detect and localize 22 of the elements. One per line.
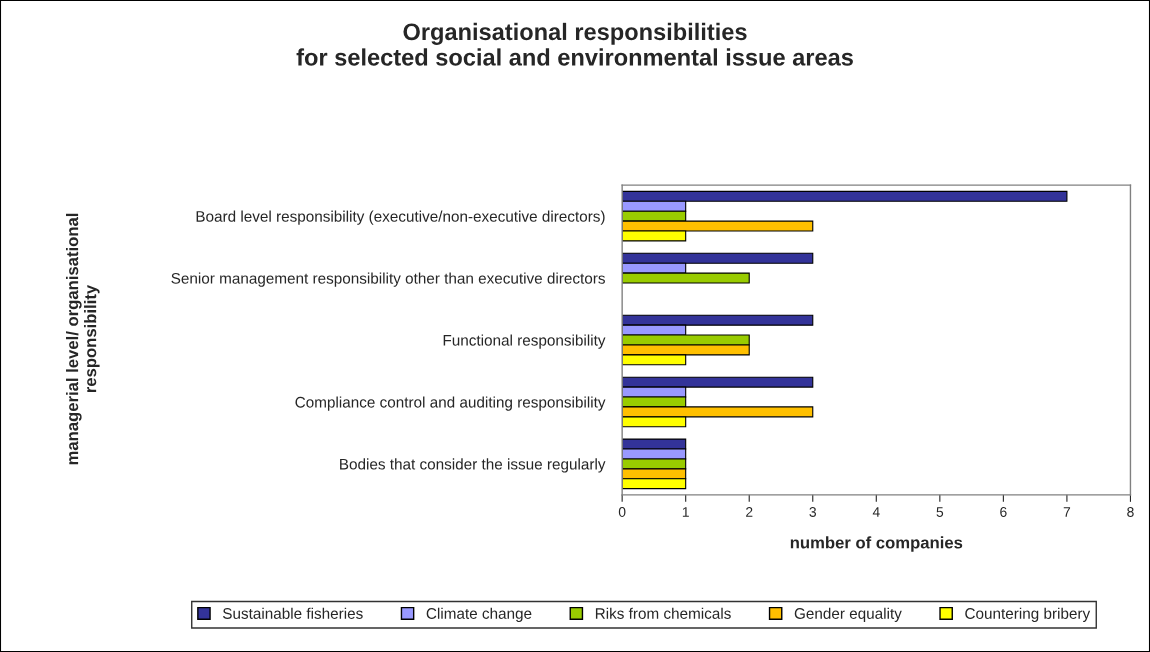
x-tick-label: 3 xyxy=(809,507,817,517)
x-tick-label: 1 xyxy=(682,507,689,517)
x-tick-label: 8 xyxy=(1127,507,1134,517)
x-tick-label: 5 xyxy=(936,507,944,517)
legend-label: Riks from chemicals xyxy=(595,607,731,619)
x-axis-title: number of companies xyxy=(790,536,963,552)
y-tick-label: Bodies that consider the issue regularly xyxy=(340,458,606,473)
y-tick-label: Functional responsibility xyxy=(443,334,606,349)
chart-title: Organisational responsibilities for selected social and environmental issue areas xyxy=(296,22,853,66)
x-tick-label: 0 xyxy=(618,507,626,517)
legend-label: Sustainable fisheries xyxy=(222,607,363,619)
x-tick-label: 7 xyxy=(1063,507,1071,517)
x-tick-label: 2 xyxy=(746,507,753,517)
legend-label: Countering bribery xyxy=(965,607,1091,622)
y-tick-label: Board level responsibility (executive/non-executive directors) xyxy=(196,210,605,225)
legend-label: Gender equality xyxy=(794,607,902,622)
y-tick-label: Compliance control and auditing responsibility xyxy=(295,396,606,411)
x-tick-label: 6 xyxy=(1000,507,1007,517)
y-tick-label: Senior management responsibility other than executive directors xyxy=(171,272,605,287)
y-axis-title: managerial level/ organisational responsibility xyxy=(66,213,100,465)
legend-label: Climate change xyxy=(426,607,532,622)
x-tick-label: 4 xyxy=(872,507,880,517)
